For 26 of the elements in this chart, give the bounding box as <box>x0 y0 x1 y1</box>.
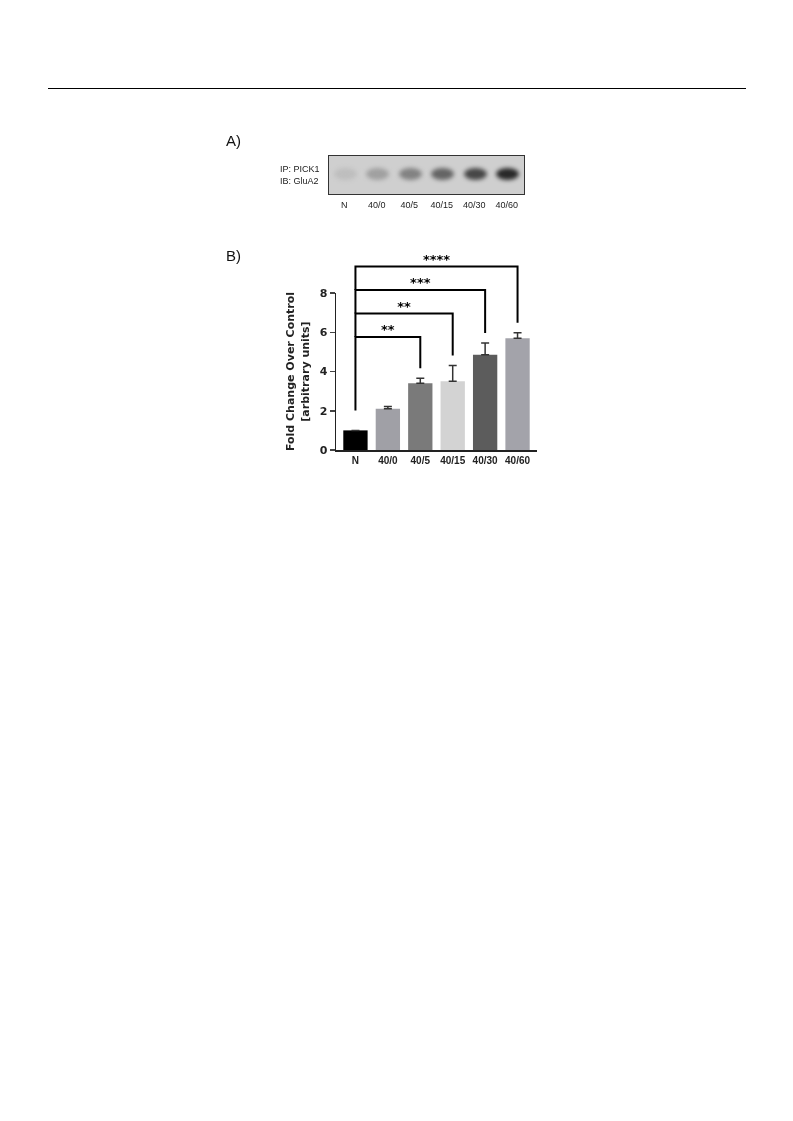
x-tick-label: N <box>351 454 360 466</box>
category-label: 40/60 <box>494 200 519 210</box>
y-tick-label: 0 <box>319 443 328 457</box>
text: IB: GluA2 <box>280 176 319 186</box>
x-tick-label: 40/5 <box>410 454 431 466</box>
annotation: ** <box>381 322 395 337</box>
text: **** <box>422 251 451 267</box>
category-label: N <box>340 200 349 210</box>
y-axis-title: Fold Change Over Control [arbitrary units] <box>284 291 312 452</box>
text: A) <box>226 132 241 149</box>
annotation: ** <box>397 298 412 314</box>
x-tick-label: 40/60 <box>505 454 531 466</box>
x-tick-label: 40/30 <box>472 454 499 466</box>
text: *** <box>410 275 431 290</box>
category-label: 40/5 <box>399 200 419 210</box>
y-tick-label: 4 <box>319 365 328 379</box>
x-tick-label: 40/0 <box>378 454 399 466</box>
y-tick-label: 8 <box>319 286 328 300</box>
y-tick-label: 6 <box>319 326 328 340</box>
category-label: 40/0 <box>367 200 387 210</box>
y-tick-label: 2 <box>319 404 328 418</box>
category-label: 40/30 <box>462 200 487 210</box>
text: IP: PICK1 <box>280 164 320 174</box>
chart-title: B) <box>226 247 241 264</box>
x-tick-label: 40/15 <box>440 454 466 466</box>
category-label: 40/15 <box>429 200 454 210</box>
